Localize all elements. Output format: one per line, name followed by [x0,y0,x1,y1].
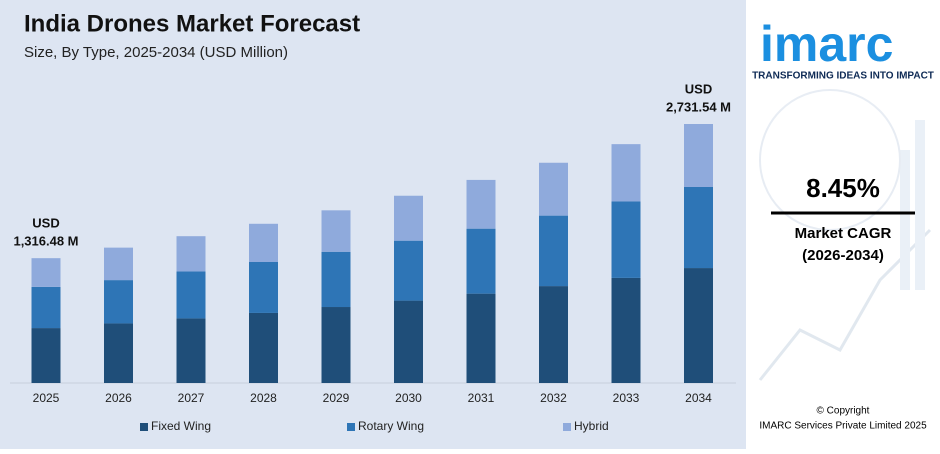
copyright: © Copyright [817,406,870,417]
x-tick-label: 2028 [250,391,277,405]
bar-segment [684,186,713,269]
cagr-value: 8.45% [806,173,880,203]
legend-label: Hybrid [574,419,609,433]
bar-segment [539,286,568,383]
bar-segment [104,280,133,324]
legend-swatch [347,423,355,431]
total-label: USD [685,81,712,96]
legend-swatch [140,423,148,431]
x-tick-label: 2027 [178,391,205,405]
bar-segment [321,307,351,383]
bar-segment [249,312,278,383]
panel-decoration [758,89,932,381]
x-tick-label: 2031 [468,391,495,405]
bar-segment [394,195,423,241]
bar-segment [684,268,713,383]
bar-segment [684,124,713,187]
bar-segment [394,300,423,383]
bar-segment [31,258,61,287]
bar-segment [466,228,496,294]
bar-segment [31,328,61,383]
cagr-period: (2026-2034) [802,247,884,264]
x-tick-label: 2025 [33,391,60,405]
bar-segment [539,215,568,287]
bar-segment [466,179,496,229]
bar-segment [611,277,641,383]
bar-segment [466,293,496,383]
owner: IMARC Services Private Limited 2025 [759,421,927,432]
x-tick-label: 2034 [685,391,712,405]
bar-segment [321,251,351,308]
bar-segment [104,323,133,383]
x-tick-label: 2026 [105,391,132,405]
chart-subtitle: Size, By Type, 2025-2034 (USD Million) [24,44,288,61]
total-label: 1,316.48 M [13,234,78,249]
bar-segment [176,236,206,272]
bar-segment [249,262,278,313]
bar-segment [611,201,641,278]
bar-segment [611,144,641,202]
legend-label: Rotary Wing [358,419,424,433]
total-label: 2,731.54 M [666,99,731,114]
bar-segment [539,162,568,216]
x-tick-label: 2029 [323,391,350,405]
x-tick-label: 2030 [395,391,422,405]
x-tick-label: 2032 [540,391,567,405]
bar-segment [176,271,206,319]
cagr-label: Market CAGR [795,225,892,242]
bar-segment [249,223,278,263]
legend-label: Fixed Wing [151,419,211,433]
x-tick-label: 2033 [613,391,640,405]
bar-segment [394,240,423,301]
tagline: TRANSFORMING IDEAS INTO IMPACT [752,71,934,82]
bar-segment [104,247,133,281]
bar-segment [31,286,61,329]
side-panel [746,0,940,449]
total-label: USD [32,216,59,231]
chart-title: India Drones Market Forecast [24,10,360,37]
bar-segment [321,210,351,252]
logo: imarc [760,16,893,72]
bar-segment [176,318,206,383]
legend-swatch [563,423,571,431]
